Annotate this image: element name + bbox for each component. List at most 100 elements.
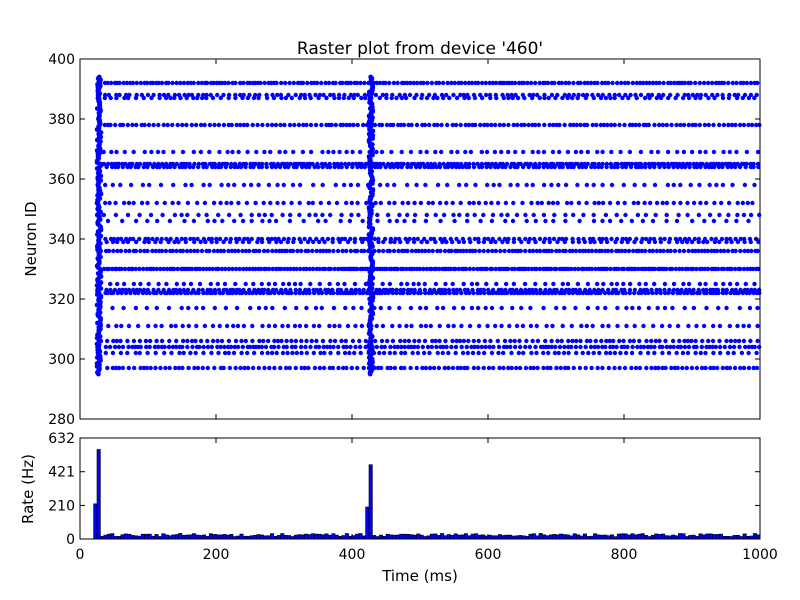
rate-bar	[287, 535, 292, 540]
spike-point	[650, 248, 656, 254]
spike-point	[553, 344, 558, 350]
spike-point	[125, 338, 130, 344]
spike-point	[534, 248, 540, 254]
spike-point	[444, 200, 449, 206]
spike-point	[485, 323, 490, 329]
spike-point	[233, 80, 238, 86]
spike-point	[689, 239, 695, 245]
rate-bar	[637, 533, 642, 540]
spike-point	[522, 122, 527, 128]
spike-point	[586, 248, 591, 254]
spike-point	[201, 266, 206, 272]
spike-point	[619, 239, 624, 245]
spike-point	[355, 122, 360, 128]
spike-point	[535, 338, 541, 344]
spike-point	[250, 122, 255, 128]
rate-bar	[368, 464, 373, 540]
spike-point	[488, 239, 494, 245]
spike-point	[428, 236, 433, 242]
spike-point	[404, 323, 409, 329]
spike-point	[221, 248, 227, 254]
spike-point	[169, 323, 174, 329]
spike-point	[192, 248, 197, 254]
spike-point	[421, 350, 427, 356]
spike-point	[263, 305, 268, 311]
spike-point	[570, 239, 575, 245]
spike-point	[497, 236, 502, 242]
spike-point	[226, 248, 231, 254]
rate-bar	[147, 533, 152, 540]
spike-point	[185, 344, 190, 350]
rate-bar	[708, 533, 713, 540]
spike-point	[694, 344, 699, 350]
spike-point	[575, 281, 581, 287]
spike-point	[233, 365, 238, 371]
spike-point	[418, 323, 424, 329]
spike-point	[230, 266, 235, 272]
spike-point	[111, 290, 116, 296]
spike-point	[245, 95, 251, 101]
spike-point	[380, 92, 385, 98]
spike-point	[529, 200, 534, 206]
spike-point	[387, 305, 392, 311]
spike-point	[221, 365, 226, 371]
spike-point	[471, 290, 476, 296]
spike-point	[138, 365, 143, 371]
spike-point	[103, 344, 109, 350]
spike-point	[126, 95, 131, 101]
spike-point	[592, 344, 597, 350]
spike-point	[597, 350, 602, 356]
spike-point	[362, 164, 367, 170]
spike-point	[320, 164, 325, 170]
spike-point	[563, 218, 568, 224]
spike-point	[680, 350, 686, 356]
spike-point	[324, 95, 329, 101]
spike-point	[590, 323, 595, 329]
spike-point	[154, 305, 159, 311]
spike-point	[534, 350, 539, 356]
spike-point	[441, 212, 447, 218]
spike-point	[280, 350, 286, 356]
spike-point	[543, 281, 548, 287]
spike-point	[694, 365, 700, 371]
spike-point	[693, 338, 698, 344]
spike-point	[275, 92, 280, 98]
spike-point	[350, 290, 355, 296]
spike-point	[737, 344, 742, 350]
spike-point	[477, 248, 482, 254]
spike-point	[605, 122, 610, 128]
spike-point	[140, 290, 146, 296]
spike-point	[717, 212, 722, 218]
raster-y-tick-label: 320	[48, 292, 75, 308]
spike-point	[618, 350, 623, 356]
spike-point	[591, 95, 596, 101]
spike-point	[635, 344, 640, 350]
spike-point	[590, 122, 595, 128]
spike-point	[612, 365, 617, 371]
spike-point	[406, 200, 411, 206]
spike-point	[120, 365, 126, 371]
spike-point	[694, 164, 700, 170]
spike-point	[270, 266, 275, 272]
spike-point	[243, 338, 248, 344]
spike-point	[589, 290, 594, 296]
spike-point	[453, 122, 459, 128]
spike-point	[649, 338, 654, 344]
spike-point	[493, 266, 498, 272]
spike-point	[235, 344, 241, 350]
spike-point	[205, 344, 211, 350]
spike-point	[725, 248, 731, 254]
spike-point	[355, 182, 361, 188]
spike-point	[283, 95, 289, 101]
spike-point	[285, 239, 290, 245]
spike-point	[381, 239, 386, 245]
spike-point	[469, 305, 475, 311]
spike-point	[643, 212, 649, 218]
spike-point	[435, 350, 440, 356]
spike-point	[302, 365, 307, 371]
spike-point	[678, 122, 683, 128]
spike-point	[701, 239, 706, 245]
spike-point	[243, 164, 248, 170]
spike-point	[332, 338, 338, 344]
spike-point	[499, 149, 504, 155]
